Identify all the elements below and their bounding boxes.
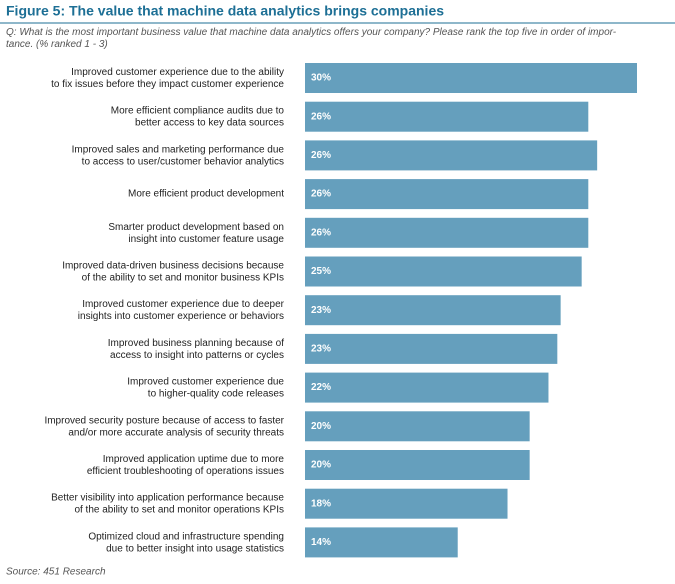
bar xyxy=(305,333,558,364)
value-label: 22% xyxy=(311,382,331,393)
bar xyxy=(305,256,582,287)
bar xyxy=(305,527,458,558)
category-label: Smarter product development based on insi… xyxy=(108,221,284,244)
value-label: 20% xyxy=(311,421,331,432)
value-label: 20% xyxy=(311,460,331,471)
bar xyxy=(305,179,589,210)
bar xyxy=(305,450,530,480)
value-label: 14% xyxy=(311,537,331,548)
bar xyxy=(305,63,637,93)
bar xyxy=(305,488,508,519)
value-label: 26% xyxy=(311,189,331,200)
value-label: 26% xyxy=(311,111,331,122)
chart-subtitle: Q: What is the most important business v… xyxy=(6,27,617,50)
value-label: 23% xyxy=(311,305,331,316)
category-label: Improved application uptime due to more e… xyxy=(87,454,285,477)
category-label: Improved business planning because of acc… xyxy=(108,338,284,361)
bar xyxy=(305,411,530,442)
category-label: Improved sales and marketing performance… xyxy=(72,144,285,167)
value-label: 23% xyxy=(311,344,331,355)
category-label: Improved customer experience due to highe… xyxy=(127,376,284,399)
category-label: Optimized cloud and infrastructure spend… xyxy=(88,531,284,554)
category-label: Improved customer experience due to deep… xyxy=(78,299,285,322)
bar xyxy=(305,101,589,132)
bar xyxy=(305,372,549,403)
value-label: 18% xyxy=(311,498,331,509)
source-note: Source: 451 Research xyxy=(6,567,106,578)
value-label: 26% xyxy=(311,227,331,238)
value-label: 26% xyxy=(311,150,331,161)
category-label: More efficient product development xyxy=(128,189,284,200)
category-label: Better visibility into application perfo… xyxy=(51,492,284,515)
value-label: 25% xyxy=(311,266,331,277)
category-label: Improved customer experience due to the … xyxy=(51,67,284,90)
category-label: Improved data-driven business decisions … xyxy=(62,260,284,283)
category-label: Improved security posture because of acc… xyxy=(44,415,284,438)
chart-title: Figure 5: The value that machine data an… xyxy=(6,3,444,19)
value-label: 30% xyxy=(311,73,331,84)
bar xyxy=(305,140,598,171)
category-label: More efficient compliance audits due to b… xyxy=(111,105,285,128)
bar xyxy=(305,295,561,326)
bar xyxy=(305,217,589,248)
